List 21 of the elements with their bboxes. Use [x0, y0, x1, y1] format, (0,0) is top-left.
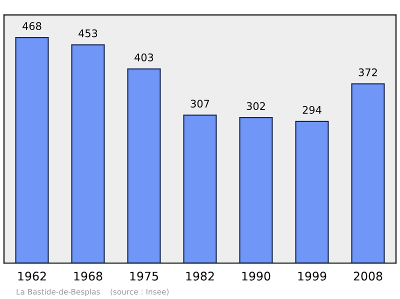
bar	[183, 114, 217, 264]
data-label: 403	[134, 53, 154, 62]
x-tick-label: 1968	[74, 272, 102, 281]
bar	[15, 37, 49, 264]
x-tick-label: 1975	[130, 272, 158, 281]
x-tick-label: 2008	[354, 272, 382, 281]
data-label: 372	[358, 68, 377, 76]
x-tick-label: 1990	[242, 272, 270, 281]
x-tick-label: 1999	[298, 272, 326, 281]
data-label: 307	[190, 100, 210, 108]
data-label: 468	[22, 22, 42, 30]
data-label: 294	[302, 106, 322, 114]
bar	[127, 68, 161, 264]
bar	[239, 117, 273, 264]
x-tick-label: 1982	[186, 272, 214, 281]
data-label: 453	[78, 29, 98, 38]
bar	[295, 120, 329, 264]
bar	[351, 83, 385, 264]
bar	[71, 44, 105, 264]
data-label: 302	[246, 102, 265, 110]
x-tick-label: 1962	[18, 272, 46, 281]
